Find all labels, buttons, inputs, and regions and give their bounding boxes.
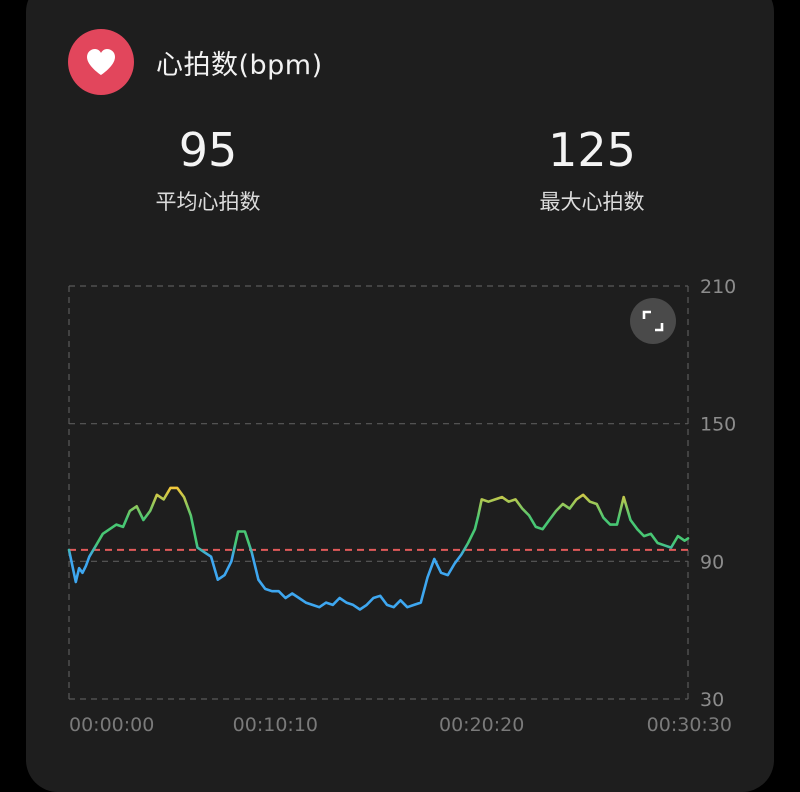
y-tick-label: 30 xyxy=(700,689,724,711)
heart-rate-series-line xyxy=(67,486,690,611)
y-tick-label: 90 xyxy=(700,551,724,573)
max-heart-rate-label: 最大心拍数 xyxy=(539,190,645,214)
heart-icon xyxy=(68,29,134,95)
heart-rate-card xyxy=(26,0,774,792)
expand-icon xyxy=(642,310,664,332)
y-tick-label: 210 xyxy=(700,276,736,298)
card-title: 心拍数(bpm) xyxy=(156,49,323,81)
y-tick-label: 150 xyxy=(700,414,736,436)
expand-chart-button[interactable] xyxy=(630,298,676,344)
average-heart-rate-stat: 95 平均心拍数 xyxy=(88,124,328,216)
average-heart-rate-value: 95 xyxy=(178,123,238,177)
x-tick-label: 00:10:10 xyxy=(233,714,318,736)
x-tick-label: 00:30:30 xyxy=(647,714,732,736)
heart-rate-chart: 210 150 90 30 00:00:00 00:10:10 00:20:20 00:30:… xyxy=(0,270,800,750)
max-heart-rate-stat: 125 最大心拍数 xyxy=(472,124,712,216)
max-heart-rate-value: 125 xyxy=(548,123,636,177)
heart-rate-chart-svg: 210 150 90 30 00:00:00 00:10:10 00:20:20 00:30:… xyxy=(67,276,736,736)
card-header: 心拍数(bpm) xyxy=(68,29,323,95)
x-tick-label: 00:00:00 xyxy=(69,714,154,736)
x-tick-label: 00:20:20 xyxy=(439,714,524,736)
average-heart-rate-label: 平均心拍数 xyxy=(155,190,261,214)
